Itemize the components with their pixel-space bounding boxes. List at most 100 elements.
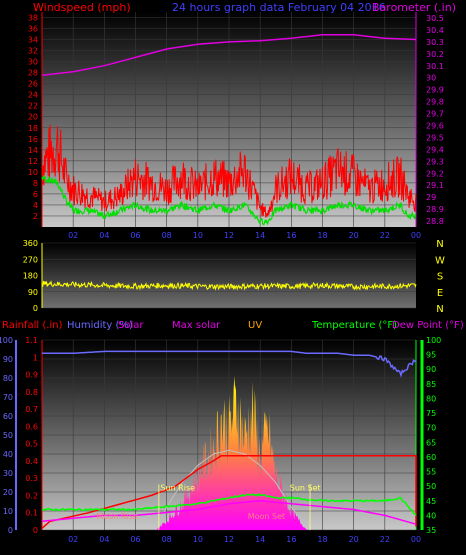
dir-y-tick: 360	[23, 239, 38, 248]
x-tick: 18	[317, 231, 327, 240]
baro-y-tick: 28.9	[426, 205, 444, 214]
rain-y-tick: 0	[33, 526, 38, 535]
dir-y-tick: 90	[28, 288, 38, 297]
rain-y-tick: 1	[33, 353, 38, 362]
baro-y-tick: 30.5	[426, 14, 444, 23]
baro-y-tick: 29.8	[426, 98, 444, 107]
humidity-axis-label: Humidity (%)	[67, 320, 133, 331]
baro-y-tick: 29.3	[426, 157, 444, 166]
x-tick: 18	[317, 535, 327, 544]
baro-y-tick: 30.3	[426, 38, 444, 47]
rain-y-tick: 0.1	[25, 509, 38, 518]
compass-tick: N	[436, 239, 443, 250]
wind-y-tick: 12	[28, 157, 38, 166]
x-tick: 16	[286, 231, 296, 240]
temp-y-tick: 90	[426, 365, 436, 374]
x-tick: 06	[130, 535, 140, 544]
humidity-line	[42, 350, 417, 378]
temp-y-tick: 75	[426, 409, 436, 418]
rain-y-tick: 0.3	[25, 474, 38, 483]
rain-y-tick: 1.1	[25, 336, 38, 345]
x-tick: 04	[99, 231, 109, 240]
solar-area	[155, 376, 307, 530]
temp-y-tick: 55	[426, 468, 436, 477]
temp-y-tick: 70	[426, 424, 436, 433]
temp-y-tick: 40	[426, 511, 436, 520]
temp-y-tick: 85	[426, 380, 436, 389]
wind-y-tick: 18	[28, 124, 38, 133]
sunrise-label: Sun Rise	[160, 483, 195, 492]
x-tick: 20	[349, 535, 359, 544]
x-tick: 04	[99, 535, 109, 544]
wind-y-tick: 26	[28, 80, 38, 89]
rain-y-tick: 0.5	[25, 440, 38, 449]
dew-point-axis-label: Dew Point (°F)	[392, 320, 464, 331]
moonrise-label: Moon Rise	[97, 512, 138, 521]
wind-y-tick: 22	[28, 102, 38, 111]
chart-title: 24 hours graph data February 04 2016	[172, 1, 386, 14]
humidity-y-tick: 10	[3, 507, 13, 516]
baro-y-tick: 30	[426, 74, 436, 83]
compass-tick: S	[437, 272, 443, 283]
x-tick: 06	[130, 231, 140, 240]
baro-y-tick: 29.7	[426, 110, 444, 119]
wind-y-tick: 38	[28, 14, 38, 23]
rain-y-tick: 0.4	[25, 457, 38, 466]
temp-y-tick: 65	[426, 438, 436, 447]
barometer-axis-label: Barometer (.in)	[372, 1, 456, 14]
temp-y-tick: 95	[426, 351, 436, 360]
x-tick: 14	[255, 535, 265, 544]
temp-y-tick: 45	[426, 497, 436, 506]
direction-line	[41, 280, 417, 291]
x-tick: 20	[349, 231, 359, 240]
humidity-y-tick: 0	[8, 526, 13, 535]
humidity-y-tick: 50	[3, 431, 13, 440]
dir-y-tick: 270	[23, 255, 38, 264]
baro-y-tick: 29.2	[426, 169, 444, 178]
x-tick: 02	[68, 231, 78, 240]
x-tick: 08	[162, 231, 172, 240]
compass-tick: W	[435, 255, 445, 266]
x-tick: 22	[380, 535, 390, 544]
baro-y-tick: 30.4	[426, 26, 444, 35]
wind-y-tick: 36	[28, 25, 38, 34]
windspeed-axis-label: Windspeed (mph)	[33, 1, 131, 14]
temp-y-tick: 60	[426, 453, 436, 462]
x-tick: 22	[380, 231, 390, 240]
wind-y-tick: 10	[28, 168, 38, 177]
x-tick: 00	[411, 231, 421, 240]
rain-y-tick: 0.6	[25, 422, 38, 431]
x-tick: 16	[286, 535, 296, 544]
humidity-y-tick: 90	[3, 355, 13, 364]
baro-y-tick: 29.1	[426, 181, 444, 190]
uv-axis-label: UV	[248, 320, 263, 331]
compass-tick: E	[437, 288, 443, 299]
baro-y-tick: 30.1	[426, 62, 444, 71]
x-tick: 10	[193, 535, 203, 544]
baro-y-tick: 29.4	[426, 145, 444, 154]
baro-y-tick: 28.8	[426, 217, 444, 226]
dir-y-tick: 180	[23, 272, 38, 281]
wind-y-tick: 2	[33, 212, 38, 221]
sunset-label: Sun Set	[290, 483, 321, 492]
wind-y-tick: 28	[28, 69, 38, 78]
wind-y-tick: 8	[33, 179, 38, 188]
baro-y-tick: 29.9	[426, 86, 444, 95]
wind-y-tick: 34	[28, 36, 38, 45]
wind-y-tick: 30	[28, 58, 38, 67]
x-tick: 02	[68, 535, 78, 544]
temp-y-tick: 100	[426, 336, 441, 345]
x-tick: 08	[162, 535, 172, 544]
x-tick: 14	[255, 231, 265, 240]
humidity-y-tick: 20	[3, 488, 13, 497]
humidity-y-tick: 80	[3, 374, 13, 383]
humidity-y-tick: 40	[3, 450, 13, 459]
barometer-line	[41, 33, 417, 77]
compass-tick: N	[436, 304, 443, 315]
baro-y-tick: 29.5	[426, 133, 444, 142]
max-solar-line	[155, 449, 311, 531]
rain-y-tick: 0.8	[25, 388, 38, 397]
rain-y-tick: 0.9	[25, 371, 38, 380]
wind-y-tick: 20	[28, 113, 38, 122]
